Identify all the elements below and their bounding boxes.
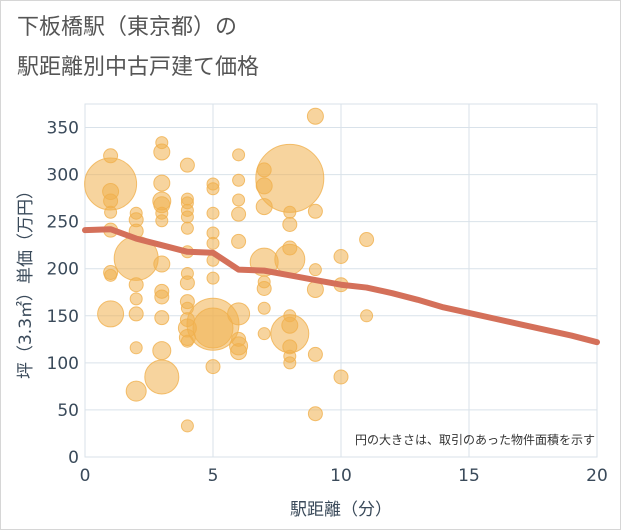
x-tick-label: 10 (330, 466, 352, 486)
data-bubble (206, 206, 220, 220)
data-bubble (283, 356, 297, 370)
data-bubble (104, 205, 118, 219)
data-bubble (154, 310, 170, 326)
data-bubble (308, 263, 322, 277)
y-tick-label: 350 (47, 119, 79, 139)
data-bubble (230, 343, 248, 361)
data-bubble (282, 216, 298, 232)
data-bubble (153, 143, 171, 161)
y-tick-label: 50 (57, 401, 79, 421)
data-bubble (180, 419, 194, 433)
data-bubble (205, 359, 221, 375)
data-bubble (104, 268, 118, 282)
y-tick-label: 150 (47, 307, 79, 327)
data-bubble (333, 369, 349, 385)
data-bubble (274, 243, 306, 275)
data-bubble (255, 143, 325, 213)
data-bubble (192, 307, 234, 349)
data-bubble (152, 341, 172, 361)
data-bubble (333, 248, 349, 264)
data-bubble (231, 233, 247, 249)
bubble-series (84, 107, 375, 433)
data-bubble (180, 210, 194, 224)
y-tick-label: 0 (68, 448, 79, 468)
data-bubble (307, 346, 323, 362)
y-tick-label: 250 (47, 213, 79, 233)
data-bubble (231, 206, 247, 222)
x-axis-label: 駅距離（分） (290, 500, 392, 520)
data-bubble (125, 380, 147, 402)
data-bubble (206, 236, 220, 250)
data-bubble (179, 275, 195, 291)
data-bubble (283, 205, 297, 219)
x-tick-label: 0 (80, 466, 91, 486)
data-bubble (257, 301, 271, 315)
data-bubble (360, 309, 374, 323)
data-bubble (129, 292, 143, 306)
data-bubble (153, 255, 171, 273)
data-bubble (155, 214, 169, 228)
data-bubble (232, 193, 246, 207)
data-bubble (307, 203, 323, 219)
data-bubble (97, 300, 125, 328)
data-bubble (206, 182, 220, 196)
bubble-size-note: 円の大きさは、取引のあった物件面積を示す (355, 432, 595, 447)
y-tick-label: 100 (47, 354, 79, 374)
chart-title-line2: 駅距離別中古戸建て価格 (17, 55, 260, 80)
data-bubble (128, 306, 144, 322)
data-bubble (153, 174, 171, 192)
data-bubble (128, 277, 144, 293)
data-bubble (227, 302, 251, 326)
y-axis-label: 坪（3.3㎡）単価（万円） (16, 182, 36, 379)
data-bubble (307, 406, 323, 422)
y-tick-label: 300 (47, 166, 79, 186)
data-bubble (232, 173, 246, 187)
data-bubble (256, 281, 272, 297)
data-bubble (306, 107, 324, 125)
x-tick-label: 15 (458, 466, 480, 486)
chart-title-line1: 下板橋駅（東京都）の (17, 15, 238, 40)
x-tick-label: 20 (586, 466, 608, 486)
data-bubble (154, 289, 170, 305)
data-bubble (179, 157, 195, 173)
data-bubble (232, 148, 246, 162)
data-bubble (144, 359, 180, 395)
data-bubble (257, 327, 271, 341)
trend-line (82, 226, 600, 346)
data-bubble (359, 232, 375, 248)
data-bubble (206, 271, 220, 285)
data-bubble (129, 341, 143, 355)
x-tick-label: 5 (208, 466, 219, 486)
y-tick-label: 200 (47, 260, 79, 280)
data-bubble (180, 221, 194, 235)
